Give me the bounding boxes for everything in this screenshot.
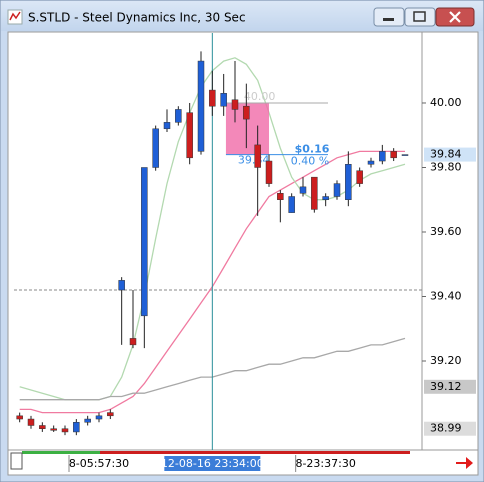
candle-body — [390, 151, 397, 159]
cursor-label: 12-08-16 23:34:00 — [161, 457, 264, 470]
candle-body — [141, 167, 148, 317]
candle-body — [163, 122, 171, 130]
candle-body — [95, 415, 103, 420]
minimize-glyph — [383, 18, 394, 21]
candle-body — [107, 412, 114, 417]
measure-to-label: 39.84 — [238, 154, 270, 167]
price-marker-label: 39.12 — [430, 380, 462, 393]
measure-from-label: 40.00 — [244, 90, 276, 103]
candle-body — [209, 89, 216, 107]
price-marker-box — [424, 421, 476, 436]
candle-body — [61, 428, 69, 433]
candle-body — [277, 193, 284, 200]
candle-body — [186, 112, 193, 159]
price-marker-label: 38.99 — [430, 422, 462, 435]
candle-body — [333, 183, 341, 197]
candle-body — [73, 422, 80, 433]
candle-body — [265, 160, 273, 184]
candle-body — [129, 338, 137, 346]
candle-body — [379, 151, 386, 162]
candle-body — [345, 164, 352, 200]
maximize-button[interactable] — [404, 7, 436, 27]
candle-body — [27, 418, 35, 426]
maximize-glyph — [413, 11, 426, 22]
candle-body — [175, 109, 182, 123]
candle-body — [231, 99, 239, 110]
candle-body — [220, 93, 227, 107]
x-tick-label: 8-23:37:30 — [295, 457, 355, 470]
close-glyph — [449, 11, 461, 23]
candle-body — [299, 186, 307, 194]
price-marker-label: 39.84 — [430, 148, 462, 161]
measure-percent: 0.40 % — [291, 155, 329, 168]
y-tick-label: 39.40 — [430, 289, 462, 302]
y-tick-label: 40.00 — [430, 96, 462, 109]
y-tick-label: 39.80 — [430, 160, 462, 173]
measure-change: $0.16 — [295, 143, 330, 156]
candle-body — [152, 128, 159, 168]
price-marker-box — [424, 379, 476, 394]
candle-body — [288, 196, 295, 213]
scroll-right-arrow[interactable] — [456, 457, 473, 469]
session-strip-red — [100, 451, 410, 454]
candle-body — [39, 425, 46, 429]
price-marker-box — [424, 147, 476, 162]
app-icon-glyph — [9, 11, 21, 21]
candle-body — [322, 196, 329, 200]
candle-body — [84, 418, 91, 423]
candle-body — [401, 154, 409, 156]
candle-body — [197, 60, 205, 152]
y-tick-label: 39.20 — [430, 354, 462, 367]
candle-body — [367, 160, 375, 165]
candle-body — [50, 428, 57, 431]
y-tick-label: 39.60 — [430, 225, 462, 238]
candle-body — [118, 280, 125, 291]
candle-body — [356, 170, 363, 184]
x-tick-label: 8-05:57:30 — [69, 457, 129, 470]
candle-body — [254, 144, 261, 168]
candle-body — [311, 176, 318, 210]
candle-body — [243, 105, 250, 120]
minimize-button[interactable] — [373, 7, 405, 27]
candle-body — [16, 415, 23, 420]
cursor-label-box — [164, 456, 261, 471]
window-title: S.STLD - Steel Dynamics Inc, 30 Sec — [28, 11, 246, 25]
scroll-box[interactable] — [10, 452, 23, 470]
